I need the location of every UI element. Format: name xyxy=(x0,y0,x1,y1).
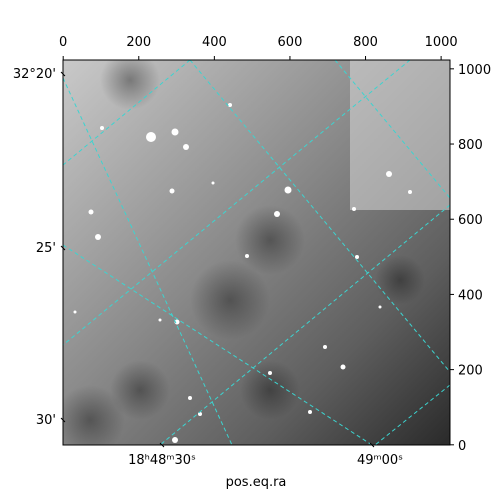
ra-tick-label: 49ᵐ00ˢ xyxy=(357,453,403,468)
x-axis-label: pos.eq.ra xyxy=(226,475,287,490)
y-tick-label: 0 xyxy=(458,439,466,454)
x-tick-label: 600 xyxy=(278,35,303,50)
y-tick-label: 1000 xyxy=(458,63,491,78)
world-ticks xyxy=(60,71,375,448)
sky-image xyxy=(63,60,450,445)
axes-frame xyxy=(62,59,451,446)
x-tick-label: 0 xyxy=(59,35,67,50)
x-tick-label: 1000 xyxy=(425,35,458,50)
y-tick-label: 800 xyxy=(458,138,483,153)
y-tick-label: 200 xyxy=(458,364,483,379)
dec-tick-label: 30' xyxy=(36,413,56,428)
x-tick-label: 200 xyxy=(126,35,151,50)
dec-tick-label: 32°20' xyxy=(13,67,56,82)
ra-tick-label: 18ʰ48ᵐ30ˢ xyxy=(128,453,196,468)
y-tick-label: 600 xyxy=(458,213,483,228)
y-tick-label: 400 xyxy=(458,288,483,303)
x-tick-label: 800 xyxy=(353,35,378,50)
x-tick-label: 400 xyxy=(202,35,227,50)
dec-tick-label: 25' xyxy=(36,241,56,256)
